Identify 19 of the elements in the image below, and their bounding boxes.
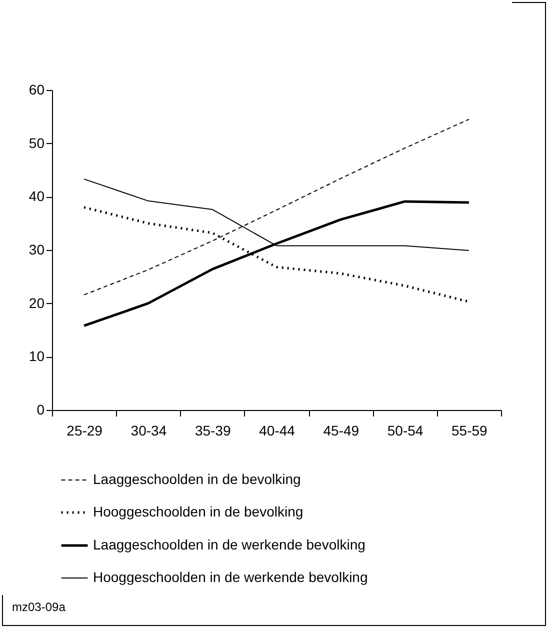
y-tick-label: 50 [28,134,45,151]
y-tick-label: 10 [28,348,45,364]
y-tick-label: 30 [28,242,45,258]
legend-label: Hooggeschoolden in de bevolking [93,504,304,520]
x-tick-label: 50-54 [387,422,424,438]
text: mz03-09a [12,600,66,614]
x-tick-label: 35-39 [194,422,231,438]
legend-label: Laaggeschoolden in de werkende bevolking [93,536,366,552]
x-tick-label: 30-34 [130,422,167,438]
y-tick-label: 0 [36,402,45,418]
y-tick-label: 20 [28,294,45,311]
legend-label: Laaggeschoolden in de bevolking [93,471,301,487]
x-tick-label: 40-44 [259,422,296,438]
y-tick-label: 60 [28,82,45,98]
legend-label: Hooggeschoolden in de werkende bevolking [93,569,368,585]
x-tick-label: 55-59 [452,422,488,438]
x-tick-label: 25-29 [66,422,103,438]
x-tick-label: 45-49 [323,422,360,438]
y-tick-label: 40 [28,188,45,204]
